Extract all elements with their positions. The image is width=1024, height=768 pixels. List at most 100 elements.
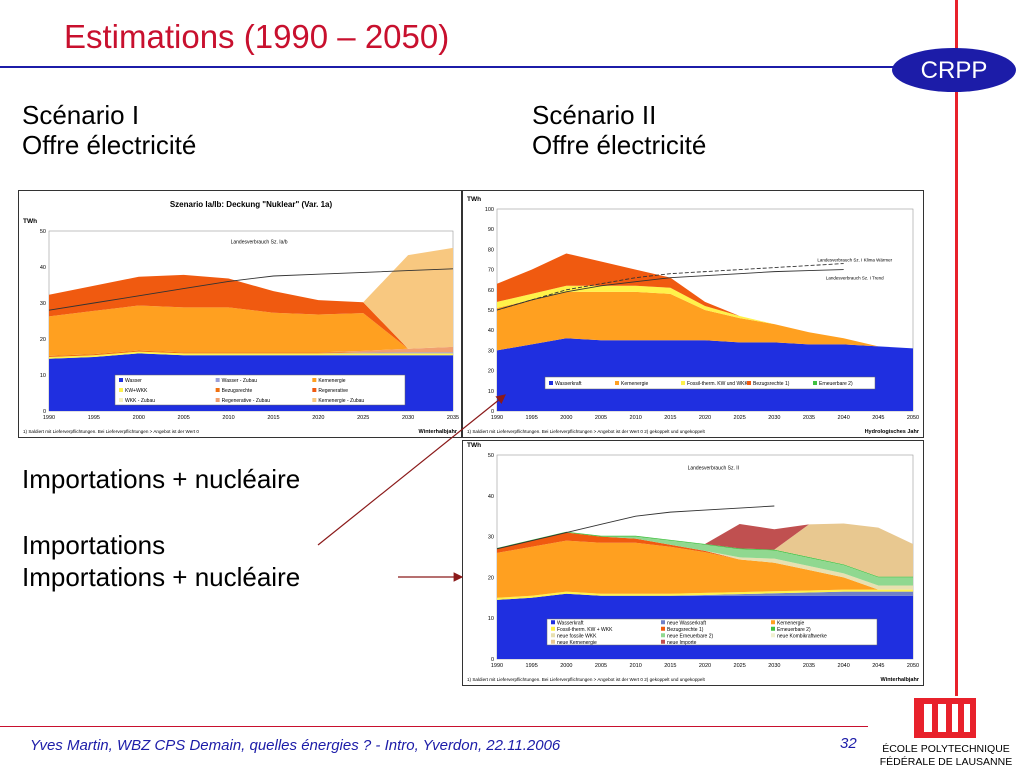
legend-swatch xyxy=(771,620,775,625)
legend-swatch xyxy=(215,378,220,382)
legend-swatch xyxy=(551,633,555,638)
x-tick-label: 2025 xyxy=(357,415,369,421)
legend-entry: Kernenergie xyxy=(621,381,648,387)
legend-swatch xyxy=(747,381,751,385)
y-tick-label: 70 xyxy=(488,268,494,274)
scenario-1-line-1: Scénario I xyxy=(22,100,140,130)
crpp-logo: CRPP xyxy=(892,48,1016,92)
legend-entry: Fossil-therm. KW + WKK xyxy=(557,627,613,633)
y-tick-label: 90 xyxy=(488,227,494,233)
scenario-2-heading: Scénario II Offre électricité xyxy=(532,100,706,160)
x-tick-label: 2020 xyxy=(699,663,711,669)
title-divider xyxy=(0,66,960,68)
x-tick-label: 2020 xyxy=(312,415,324,421)
consumption-line xyxy=(496,505,775,550)
legend-entry: Wasserkraft xyxy=(557,620,584,626)
legend-entry: Bezugsrechte 1) xyxy=(667,627,704,633)
x-tick-label: 2000 xyxy=(133,415,145,421)
label-imports-nuclear-2: Importations + nucléaire xyxy=(22,562,301,592)
area-series xyxy=(497,338,913,411)
legend-entry: Regenerative xyxy=(318,388,348,394)
x-tick-label: 2010 xyxy=(222,415,234,421)
legend-entry: Wasserkraft xyxy=(555,381,582,387)
label-imports: Importations xyxy=(22,530,166,560)
legend-swatch xyxy=(215,388,220,392)
x-axis-label: Hydrologisches Jahr xyxy=(865,429,920,435)
y-tick-label: 0 xyxy=(491,409,494,415)
epfl-line-2: FÉDÉRALE DE LAUSANNE xyxy=(880,755,1012,768)
legend-entry: neue Kernenergie xyxy=(557,640,597,646)
y-tick-label: 40 xyxy=(488,328,494,334)
legend-swatch xyxy=(771,626,775,631)
y-tick-label: 50 xyxy=(40,229,46,235)
legend-swatch xyxy=(551,620,555,625)
legend-swatch xyxy=(119,388,123,392)
x-tick-label: 2030 xyxy=(768,663,780,669)
y-tick-label: 10 xyxy=(488,616,494,622)
y-axis-label: TWh xyxy=(467,196,481,203)
legend-entry: Wasser - Zubau xyxy=(222,378,258,384)
legend-swatch xyxy=(551,639,555,644)
legend-entry: neue Erneuerbare 2) xyxy=(667,633,713,639)
chart-footnote: 1) Saldiert mit Lieferverpflichtungen. B… xyxy=(467,429,706,434)
y-tick-label: 10 xyxy=(488,389,494,395)
x-tick-label: 1995 xyxy=(526,415,538,421)
legend-entry: KW+WKK xyxy=(125,388,148,394)
legend-swatch xyxy=(661,626,665,631)
area-series xyxy=(497,532,913,590)
legend-entry: Kernenergie - Zubau xyxy=(318,398,364,404)
consumption-line xyxy=(496,263,844,311)
y-tick-label: 40 xyxy=(488,494,494,500)
x-tick-label: 2030 xyxy=(402,415,414,421)
y-tick-label: 30 xyxy=(40,301,46,307)
x-tick-label: 2015 xyxy=(664,663,676,669)
legend-entry: Kernenergie xyxy=(318,378,345,384)
legend-swatch xyxy=(312,398,317,402)
chart-scenario-1: Szenario Ia/Ib: Deckung "Nuklear" (Var. … xyxy=(18,190,462,438)
x-tick-label: 2035 xyxy=(803,415,815,421)
legend-swatch xyxy=(771,633,775,638)
x-tick-label: 2030 xyxy=(768,415,780,421)
x-tick-label: 2040 xyxy=(838,415,850,421)
legend-entry: Kernenergie xyxy=(777,620,804,626)
x-tick-label: 1990 xyxy=(491,415,503,421)
legend-entry: Erneuerbare 2) xyxy=(777,627,811,633)
legend-entry: neue Wasserkraft xyxy=(667,620,707,626)
legend-swatch xyxy=(661,620,665,625)
y-tick-label: 30 xyxy=(488,348,494,354)
y-tick-label: 20 xyxy=(488,369,494,375)
x-tick-label: 2045 xyxy=(872,663,884,669)
arrow-to-chart-2 xyxy=(317,394,506,546)
y-tick-label: 0 xyxy=(43,409,46,415)
legend-swatch xyxy=(681,381,685,385)
legend-swatch xyxy=(551,626,555,631)
page-title: Estimations (1990 – 2050) xyxy=(64,18,450,55)
x-tick-label: 1990 xyxy=(491,663,503,669)
y-tick-label: 80 xyxy=(488,247,494,253)
y-tick-label: 50 xyxy=(488,308,494,314)
legend-swatch xyxy=(215,398,220,402)
page-number: 32 xyxy=(840,735,857,752)
chart-1-svg: Szenario Ia/Ib: Deckung "Nuklear" (Var. … xyxy=(23,200,459,435)
y-tick-label: 30 xyxy=(488,535,494,541)
area-series xyxy=(497,253,913,349)
legend-entry: Fossil-therm. KW und WKK xyxy=(687,381,749,387)
x-tick-label: 2035 xyxy=(803,663,815,669)
area-series xyxy=(497,532,913,586)
legend xyxy=(114,374,406,406)
y-tick-label: 40 xyxy=(40,265,46,271)
x-tick-label: 2050 xyxy=(907,415,919,421)
consumption-line xyxy=(48,268,454,311)
legend-swatch xyxy=(615,381,619,385)
legend-entry: WKK - Zubau xyxy=(125,398,155,404)
chart-footnote: 1) Saldiert mit Lieferverpflichtungen. B… xyxy=(23,429,199,434)
area-series xyxy=(49,305,453,356)
x-tick-label: 2005 xyxy=(595,415,607,421)
chart-title: Szenario Ia/Ib: Deckung "Nuklear" (Var. … xyxy=(170,200,333,209)
x-axis-label: Winterhalbjahr xyxy=(881,677,920,683)
x-tick-label: 2025 xyxy=(734,663,746,669)
x-tick-label: 2000 xyxy=(560,663,572,669)
